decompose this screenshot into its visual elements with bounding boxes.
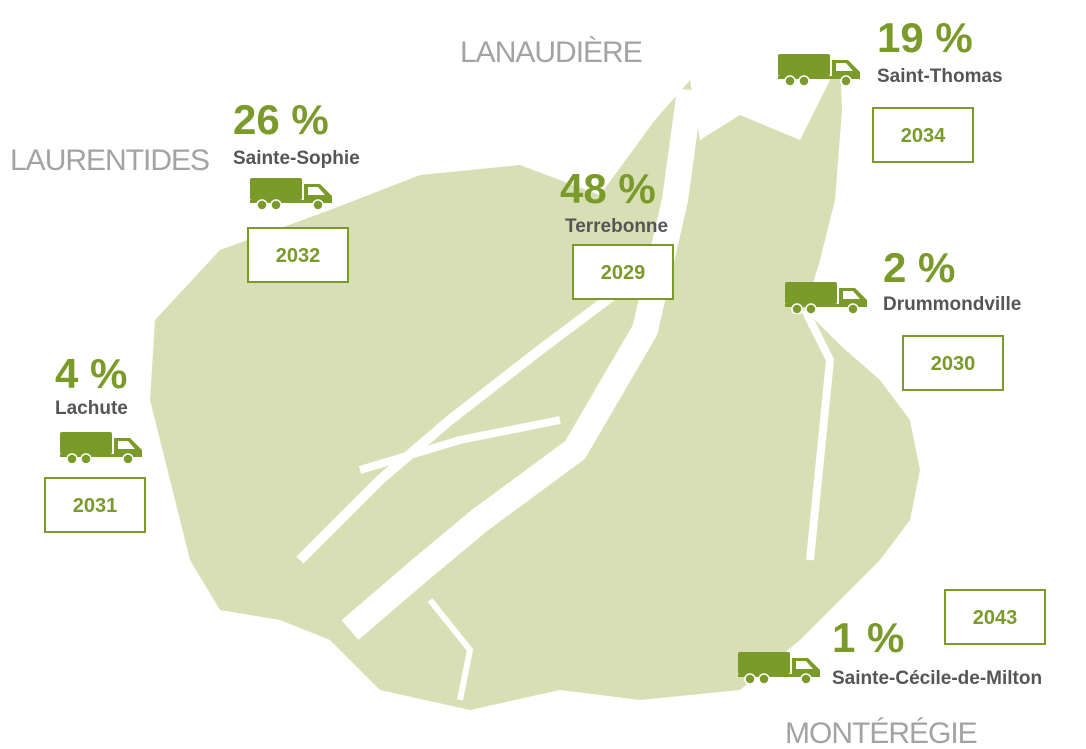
site-name: Lachute <box>55 398 128 419</box>
site-year: 2031 <box>73 495 118 517</box>
truck-icon <box>778 53 861 86</box>
year-box <box>44 477 146 533</box>
site-year: 2043 <box>973 607 1018 629</box>
site-percent: 2 % <box>883 244 955 291</box>
region-label: MONTÉRÉGIE <box>785 717 977 749</box>
region-label: LAURENTIDES <box>10 144 209 177</box>
site-percent: 1 % <box>832 614 904 661</box>
region-label: LANAUDIÈRE <box>460 36 642 69</box>
site-name: Terrebonne <box>565 216 668 237</box>
site-name: Sainte-Sophie <box>233 148 360 169</box>
site-percent: 26 % <box>233 96 329 143</box>
site-name: Saint-Thomas <box>877 66 1003 87</box>
year-box <box>872 107 974 163</box>
year-box <box>902 335 1004 391</box>
truck-icon <box>738 651 821 684</box>
land <box>150 60 920 710</box>
site-year: 2030 <box>931 353 976 375</box>
year-box <box>247 227 349 283</box>
site-percent: 48 % <box>560 165 656 212</box>
site-year: 2034 <box>901 125 946 147</box>
site-percent: 19 % <box>877 14 973 61</box>
site-name: Drummondville <box>883 294 1021 315</box>
truck-icon <box>785 281 868 314</box>
labels: LANAUDIÈRE LAURENTIDES MONTÉRÉGIE 26 % Saint… <box>10 14 1046 749</box>
site-year: 2032 <box>276 245 321 267</box>
truck-icon <box>60 431 143 464</box>
year-box <box>944 589 1046 645</box>
site-year: 2029 <box>601 262 646 284</box>
site-name: Sainte-Cécile-de-Milton <box>832 668 1042 689</box>
year-box <box>572 244 674 300</box>
site-percent: 4 % <box>55 350 127 397</box>
truck-icon <box>250 177 333 210</box>
